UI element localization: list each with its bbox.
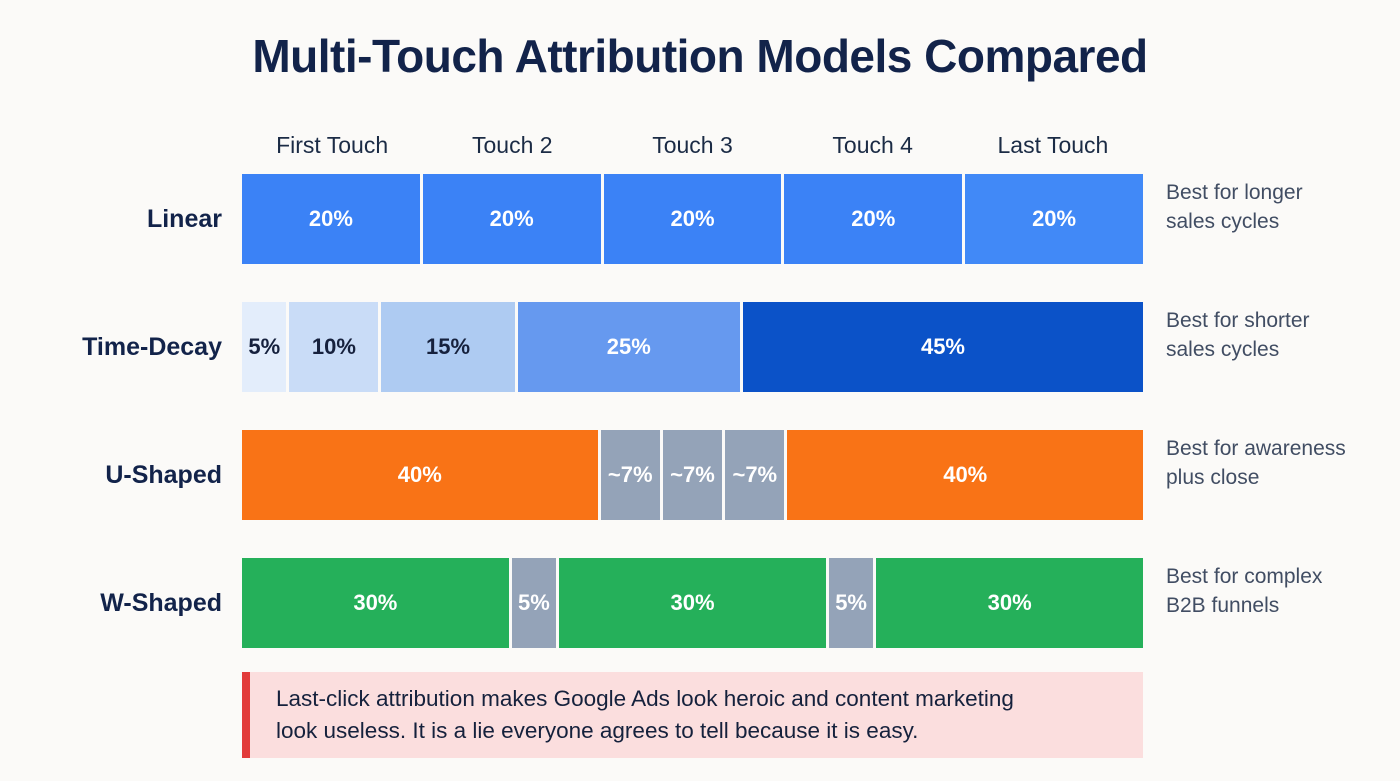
bar-segment: 15% bbox=[381, 302, 515, 392]
bar-time-decay: 5% 10% 15% 25% 45% bbox=[242, 302, 1143, 392]
bar-linear: 20% 20% 20% 20% 20% bbox=[242, 174, 1143, 264]
row-note-line: Best for awareness bbox=[1166, 437, 1346, 460]
bar-segment: 20% bbox=[784, 174, 963, 264]
bar-segment: 25% bbox=[517, 302, 740, 392]
bar-segment: 20% bbox=[422, 174, 601, 264]
bar-segment: ~7% bbox=[600, 430, 660, 520]
bar-segment: 10% bbox=[289, 302, 379, 392]
row-label-linear: Linear bbox=[146, 205, 222, 233]
callout-line: Last-click attribution makes Google Ads … bbox=[276, 686, 1014, 711]
row-note-u-shaped: Best for awareness plus close bbox=[1166, 434, 1400, 492]
bar-segment: 20% bbox=[603, 174, 782, 264]
column-header-touch-4: Touch 4 bbox=[832, 132, 913, 158]
row-note-line: Best for shorter bbox=[1166, 309, 1310, 332]
column-header-touch-3: Touch 3 bbox=[652, 132, 733, 158]
callout-line: look useless. It is a lie everyone agree… bbox=[276, 718, 919, 743]
model-rows: Linear 20% 20% 20% 20% 20% Best for long… bbox=[0, 174, 1400, 686]
table-row: Time-Decay 5% 10% 15% 25% 45% Best for s… bbox=[0, 302, 1400, 430]
bar-segment: 40% bbox=[787, 430, 1144, 520]
page-title: Multi-Touch Attribution Models Compared bbox=[252, 30, 1148, 82]
bar-w-shaped: 30% 5% 30% 5% 30% bbox=[242, 558, 1144, 648]
column-header-first-touch: First Touch bbox=[276, 132, 389, 158]
row-label-u-shaped: U-Shaped bbox=[105, 461, 222, 489]
row-note-line: plus close bbox=[1166, 466, 1260, 489]
row-note-w-shaped: Best for complex B2B funnels bbox=[1166, 562, 1400, 620]
row-note-line: sales cycles bbox=[1166, 210, 1280, 233]
row-label-time-decay: Time-Decay bbox=[82, 333, 222, 361]
bar-segment: 5% bbox=[242, 302, 287, 392]
table-row: Linear 20% 20% 20% 20% 20% Best for long… bbox=[0, 174, 1400, 302]
callout-text: Last-click attribution makes Google Ads … bbox=[250, 683, 1034, 747]
row-note-line: Best for complex bbox=[1166, 565, 1323, 588]
bar-segment: 30% bbox=[559, 558, 826, 648]
bar-segment: ~7% bbox=[662, 430, 723, 520]
bar-segment: 5% bbox=[511, 558, 557, 648]
bar-segment: 45% bbox=[742, 302, 1143, 392]
column-header-last-touch: Last Touch bbox=[997, 132, 1109, 158]
row-note-line: B2B funnels bbox=[1166, 594, 1280, 617]
table-row: U-Shaped 40% ~7% ~7% ~7% 40% Best for aw… bbox=[0, 430, 1400, 558]
callout-banner: Last-click attribution makes Google Ads … bbox=[242, 672, 1143, 758]
table-row: W-Shaped 30% 5% 30% 5% 30% Best for comp… bbox=[0, 558, 1400, 686]
bar-segment: 20% bbox=[965, 174, 1143, 264]
bar-segment: 5% bbox=[828, 558, 874, 648]
bar-segment: 30% bbox=[876, 558, 1144, 648]
bar-segment: 30% bbox=[242, 558, 509, 648]
column-header-touch-2: Touch 2 bbox=[472, 132, 553, 158]
bar-segment: 20% bbox=[242, 174, 420, 264]
row-note-line: Best for longer bbox=[1166, 181, 1303, 204]
row-note-time-decay: Best for shorter sales cycles bbox=[1166, 306, 1400, 364]
row-label-w-shaped: W-Shaped bbox=[100, 589, 222, 617]
callout-accent-bar bbox=[242, 672, 250, 758]
row-note-linear: Best for longer sales cycles bbox=[1166, 178, 1400, 236]
bar-segment: ~7% bbox=[725, 430, 785, 520]
bar-segment: 40% bbox=[242, 430, 598, 520]
row-note-line: sales cycles bbox=[1166, 338, 1280, 361]
column-header-row: First Touch Touch 2 Touch 3 Touch 4 Last… bbox=[242, 122, 1143, 168]
bar-u-shaped: 40% ~7% ~7% ~7% 40% bbox=[242, 430, 1144, 520]
